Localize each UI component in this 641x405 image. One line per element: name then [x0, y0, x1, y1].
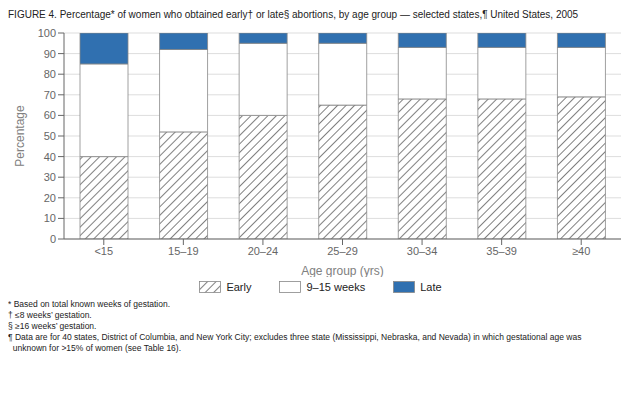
svg-text:20–24: 20–24: [248, 245, 279, 257]
svg-text:80: 80: [44, 68, 56, 80]
svg-text:60: 60: [44, 109, 56, 121]
svg-text:100: 100: [38, 27, 56, 39]
svg-text:Age group (yrs): Age group (yrs): [301, 264, 384, 277]
svg-text:≥40: ≥40: [572, 245, 590, 257]
html-text:* Based on total known weeks o: * Based on total known weeks of gestatio…: [8, 299, 171, 309]
svg-text:50: 50: [44, 130, 56, 142]
html-text:† ≤8 weeks’ gestation.: † ≤8 weeks’ gestation.: [8, 310, 92, 320]
html-text:FIGURE 4. Percentage* of women: FIGURE 4. Percentage* of women who obtai…: [8, 9, 579, 20]
svg-text:20: 20: [44, 192, 56, 204]
html-text:Late: Late: [420, 281, 442, 293]
svg-text:<15: <15: [94, 245, 113, 257]
svg-text:30: 30: [44, 171, 56, 183]
html-text:9–15 weeks: 9–15 weeks: [306, 281, 366, 293]
svg-text:40: 40: [44, 151, 56, 163]
svg-text:25–29: 25–29: [327, 245, 358, 257]
svg-text:10: 10: [44, 212, 56, 224]
svg-text:90: 90: [44, 48, 56, 60]
svg-text:15–19: 15–19: [168, 245, 199, 257]
html-text:§ ≥16 weeks’ gestation.: § ≥16 weeks’ gestation.: [8, 321, 97, 331]
html-text:Early: Early: [226, 281, 252, 293]
svg-text:70: 70: [44, 89, 56, 101]
html-text:¶ Data are for 40 states, Dist: ¶ Data are for 40 states, District of Co…: [8, 332, 582, 353]
svg-text:30–34: 30–34: [407, 245, 438, 257]
svg-text:Percentage: Percentage: [13, 105, 27, 167]
svg-text:35–39: 35–39: [486, 245, 517, 257]
svg-text:0: 0: [50, 233, 56, 245]
